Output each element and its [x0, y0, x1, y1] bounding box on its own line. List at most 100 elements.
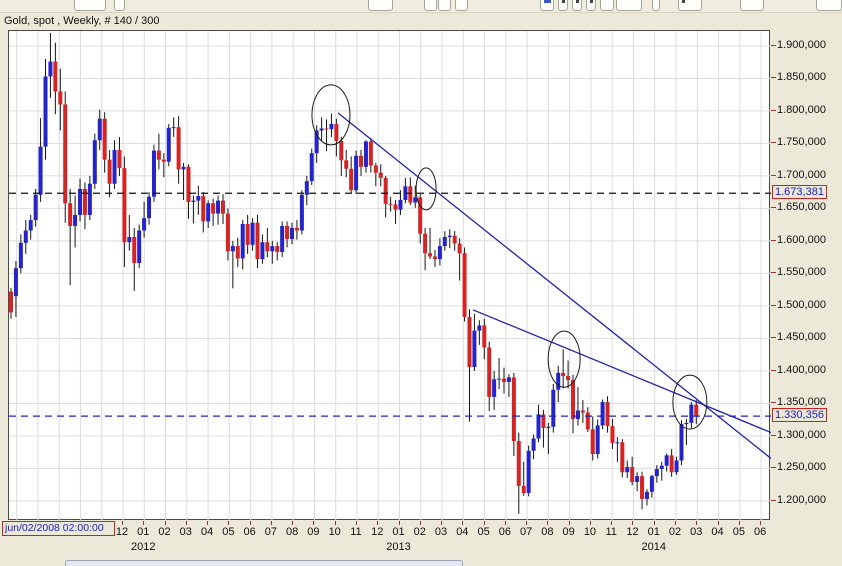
ellipse-annotation[interactable] — [672, 374, 708, 430]
crosshair-date-label: jun/02/2008 02:00:00 — [2, 521, 115, 536]
candle-body — [82, 188, 87, 215]
candle-body — [373, 165, 378, 173]
month-label: 03 — [179, 526, 192, 538]
toolbar-button-9[interactable] — [572, 0, 582, 11]
toolbar-icon — [576, 0, 579, 3]
candle-body — [186, 166, 191, 202]
candle-body — [610, 426, 615, 444]
month-label: 12 — [115, 526, 129, 538]
time-tick — [207, 521, 209, 525]
toolbar-button-3[interactable] — [368, 0, 393, 11]
month-label: 01 — [647, 526, 660, 538]
time-tick — [122, 521, 123, 525]
candle-body — [649, 476, 654, 492]
price-tick — [771, 239, 776, 241]
candle-body — [674, 460, 679, 473]
price-tick — [771, 207, 776, 209]
toolbar-button-16[interactable] — [816, 0, 842, 11]
candle-body — [225, 213, 230, 252]
price-axis-label: 1.400,000 — [777, 363, 826, 376]
ellipse-annotation[interactable] — [547, 330, 581, 388]
candle-body — [669, 455, 674, 473]
toolbar-button-10[interactable] — [586, 0, 596, 11]
toolbar-button-11[interactable] — [600, 0, 614, 11]
candle-body — [408, 186, 413, 203]
month-label: 07 — [264, 526, 277, 538]
month-label: 02 — [668, 526, 682, 538]
candle-body — [339, 140, 344, 161]
horizontal-scrollbar-thumb[interactable] — [65, 560, 463, 566]
toolbar-button-13[interactable] — [652, 0, 660, 11]
time-tick — [483, 521, 485, 525]
candle-body — [363, 141, 368, 167]
candle-body — [620, 442, 625, 473]
candle-body — [492, 379, 497, 397]
candle-body — [107, 159, 112, 184]
candle-body — [161, 159, 166, 162]
candle-body — [428, 253, 433, 257]
toolbar-button-1[interactable] — [74, 0, 106, 11]
month-label: 02 — [158, 526, 171, 538]
candle-body — [196, 196, 201, 201]
candle-body — [640, 476, 645, 499]
price-axis-label: 1.300,000 — [777, 428, 826, 441]
tracked-price-label: 1.330,356 — [772, 408, 827, 423]
candle-body — [112, 149, 117, 184]
toolbar-button-6[interactable] — [455, 0, 468, 11]
time-tick — [547, 521, 549, 525]
candle-body — [250, 222, 255, 245]
candle-body — [171, 127, 176, 129]
candle-body — [452, 235, 457, 244]
candle-body — [511, 377, 516, 442]
month-label: 09 — [307, 526, 320, 538]
toolbar-button-8[interactable] — [558, 0, 568, 11]
candle-body — [230, 246, 235, 252]
candle-body — [97, 118, 102, 141]
time-tick — [355, 521, 357, 525]
time-tick — [249, 521, 251, 525]
time-tick — [653, 521, 655, 525]
ellipse-annotation[interactable] — [415, 167, 437, 211]
candle-body — [294, 227, 299, 231]
month-label: 12 — [626, 526, 639, 538]
candle-body — [191, 200, 196, 202]
toolbar-button-12[interactable] — [616, 0, 642, 11]
candle-body — [462, 253, 467, 317]
price-axis-label: 1.900,000 — [777, 38, 826, 51]
candle-body — [334, 123, 339, 141]
month-label: 06 — [243, 526, 256, 538]
candle-body — [516, 441, 521, 486]
candle-body — [497, 378, 502, 380]
toolbar-button-14[interactable] — [678, 0, 702, 11]
price-tick — [771, 109, 776, 111]
candle-body — [132, 237, 137, 264]
month-label: 01 — [392, 526, 405, 538]
chart-plot-area[interactable] — [8, 30, 771, 521]
ellipse-annotation[interactable] — [311, 84, 351, 146]
trendline — [472, 309, 771, 434]
candle-body — [13, 268, 18, 297]
candle-body — [260, 242, 265, 260]
candle-body — [477, 325, 482, 331]
toolbar-button-5[interactable] — [438, 0, 451, 11]
toolbar-button-15[interactable] — [740, 0, 764, 11]
price-tick — [771, 402, 776, 404]
candle-body — [664, 455, 669, 466]
candle-body — [9, 291, 13, 313]
candle-body — [290, 227, 295, 239]
candle-body — [600, 402, 605, 426]
month-label: 04 — [200, 526, 214, 538]
candle-body — [48, 61, 53, 77]
candle-body — [615, 442, 620, 444]
candle-body — [280, 225, 285, 252]
month-label: 09 — [562, 526, 575, 538]
candle-body — [181, 166, 186, 170]
candle-body — [176, 127, 181, 170]
candle-body — [467, 316, 472, 367]
toolbar-button-7[interactable] — [540, 0, 554, 11]
time-tick — [589, 521, 591, 525]
time-tick — [313, 521, 315, 525]
price-tick — [771, 467, 776, 469]
toolbar-button-4[interactable] — [424, 0, 437, 11]
toolbar-button-2[interactable] — [114, 0, 125, 11]
